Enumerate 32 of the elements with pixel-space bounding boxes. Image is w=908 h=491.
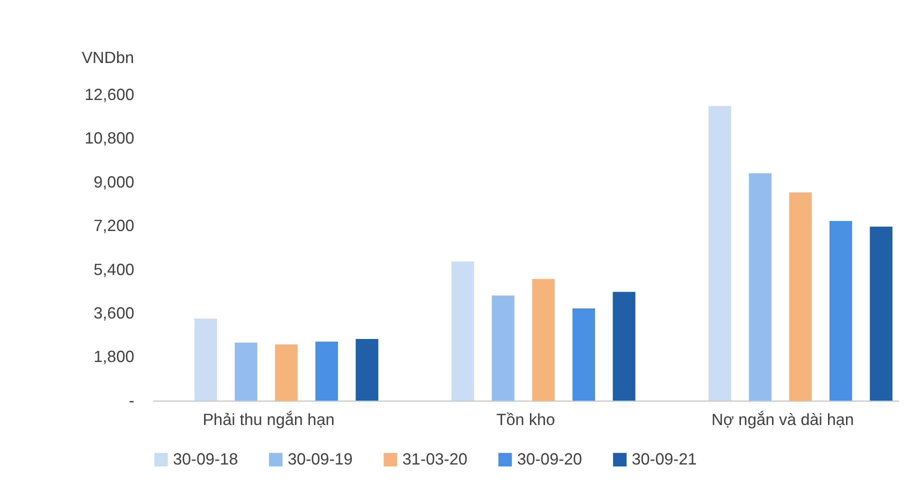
bar [275,344,298,401]
bar [194,318,217,401]
legend-label: 30-09-21 [632,450,697,468]
legend-label: 31-03-20 [402,450,468,468]
bar [708,106,732,401]
bar [451,262,474,401]
legend-label: 30-09-20 [517,450,582,468]
x-tick-label: Phải thu ngắn hạn [202,410,335,430]
bar [532,279,555,401]
bar [870,226,892,401]
bar [315,342,338,401]
legend-label: 30-09-18 [173,450,238,468]
bar [492,296,514,401]
bar [234,342,258,401]
bar [612,292,636,401]
x-tick-label: Tồn kho [496,411,556,430]
y-tick-label: 5,400 [94,260,134,279]
y-tick-label: 7,200 [94,217,134,236]
x-tick-label: Nợ ngắn và dài hạn [712,410,854,430]
y-tick-label: 12,600 [84,86,134,104]
y-tick-label: 9,000 [94,173,134,192]
bar [748,173,772,401]
bar [356,338,378,401]
y-tick-label: - [128,392,134,410]
bar [830,221,852,401]
y-tick-label: 3,600 [94,304,134,323]
bar [572,308,596,401]
legend-label: 30-09-19 [288,450,353,468]
y-axis-title: VNDbn [82,48,134,67]
bar [789,192,812,401]
y-tick-label: 1,800 [94,348,134,366]
y-tick-label: 10,800 [84,130,134,148]
